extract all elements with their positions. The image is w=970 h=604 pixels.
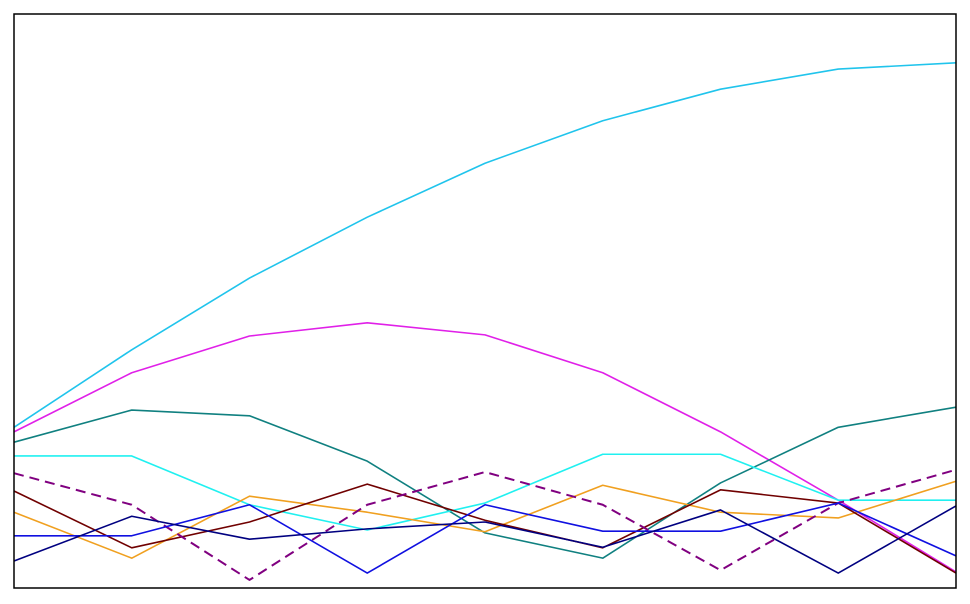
series-line bbox=[13, 61, 957, 428]
series-line bbox=[14, 453, 956, 531]
series-line bbox=[13, 322, 957, 573]
plot-frame bbox=[13, 13, 957, 589]
series-line bbox=[13, 480, 957, 559]
series-line bbox=[13, 468, 957, 581]
plot-area bbox=[13, 61, 957, 581]
series-line bbox=[13, 406, 957, 559]
series-line bbox=[13, 483, 957, 574]
series-line bbox=[14, 502, 957, 574]
series-line bbox=[13, 505, 957, 574]
